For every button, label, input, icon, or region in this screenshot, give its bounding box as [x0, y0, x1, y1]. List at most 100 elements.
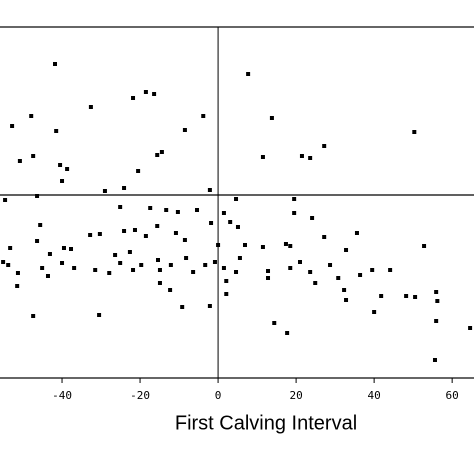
- point: [122, 229, 127, 233]
- point: [35, 239, 40, 243]
- point: [388, 268, 393, 272]
- point: [285, 331, 290, 335]
- point: [413, 295, 418, 299]
- point: [203, 263, 208, 267]
- point: [344, 248, 349, 252]
- point: [432, 358, 437, 362]
- point: [434, 290, 439, 294]
- point: [242, 243, 247, 247]
- point: [195, 208, 200, 212]
- point: [38, 223, 43, 227]
- point: [139, 263, 144, 267]
- point: [313, 281, 318, 285]
- point: [40, 266, 45, 270]
- point: [3, 198, 8, 202]
- point: [182, 128, 187, 132]
- point: [6, 263, 11, 267]
- point: [127, 250, 132, 254]
- point: [136, 169, 141, 173]
- point: [358, 273, 363, 277]
- point: [237, 256, 242, 260]
- point: [308, 270, 313, 274]
- point: [168, 263, 173, 267]
- point: [29, 114, 34, 118]
- point: [31, 314, 36, 318]
- point: [310, 216, 315, 220]
- point: [10, 124, 15, 128]
- point: [118, 261, 123, 265]
- point: [221, 211, 226, 215]
- point: [235, 225, 240, 229]
- point: [131, 268, 136, 272]
- point: [292, 211, 297, 215]
- point: [60, 261, 65, 265]
- point: [260, 245, 265, 249]
- point: [72, 266, 77, 270]
- point: [61, 246, 66, 250]
- point: [212, 260, 217, 264]
- point: [17, 159, 22, 163]
- point: [260, 155, 265, 159]
- point: [180, 305, 185, 309]
- point: [173, 231, 178, 235]
- point: [372, 310, 377, 314]
- point: [97, 313, 102, 317]
- x-tick-label: -20: [130, 389, 150, 402]
- point: [412, 130, 417, 134]
- point: [209, 221, 214, 225]
- point: [292, 197, 297, 201]
- point: [102, 189, 107, 193]
- point: [54, 129, 59, 133]
- x-tick-label: 20: [289, 389, 302, 402]
- point: [159, 150, 164, 154]
- point: [143, 234, 148, 238]
- point: [155, 153, 160, 157]
- point: [88, 105, 93, 109]
- point: [168, 288, 173, 292]
- point: [234, 270, 239, 274]
- point: [182, 238, 187, 242]
- point: [97, 232, 102, 236]
- x-tick-label: 40: [368, 389, 381, 402]
- point: [266, 269, 271, 273]
- point: [1, 260, 6, 264]
- plot-frame: [0, 26, 474, 379]
- point: [35, 194, 40, 198]
- point: [47, 252, 52, 256]
- point: [45, 274, 50, 278]
- point: [113, 253, 118, 257]
- point: [53, 62, 58, 66]
- point: [207, 188, 212, 192]
- point: [88, 233, 93, 237]
- point: [234, 197, 239, 201]
- point: [322, 144, 327, 148]
- point: [143, 90, 148, 94]
- point: [191, 270, 196, 274]
- point: [155, 224, 160, 228]
- x-tick-label: 60: [446, 389, 459, 402]
- point: [65, 167, 70, 171]
- x-tick-label: -40: [52, 389, 72, 402]
- point: [15, 284, 20, 288]
- point: [224, 292, 229, 296]
- x-axis-title: First Calving Interval: [175, 412, 357, 434]
- point: [435, 299, 440, 303]
- point: [298, 260, 303, 264]
- point: [69, 247, 74, 251]
- point: [93, 268, 98, 272]
- point: [434, 319, 439, 323]
- point: [157, 281, 162, 285]
- point: [269, 116, 274, 120]
- point: [60, 179, 65, 183]
- point: [148, 206, 153, 210]
- point: [207, 304, 212, 308]
- point: [404, 294, 409, 298]
- point: [344, 298, 349, 302]
- point: [132, 228, 137, 232]
- point: [216, 243, 221, 247]
- point: [58, 163, 63, 167]
- point: [31, 154, 36, 158]
- point: [342, 288, 347, 292]
- point: [422, 244, 427, 248]
